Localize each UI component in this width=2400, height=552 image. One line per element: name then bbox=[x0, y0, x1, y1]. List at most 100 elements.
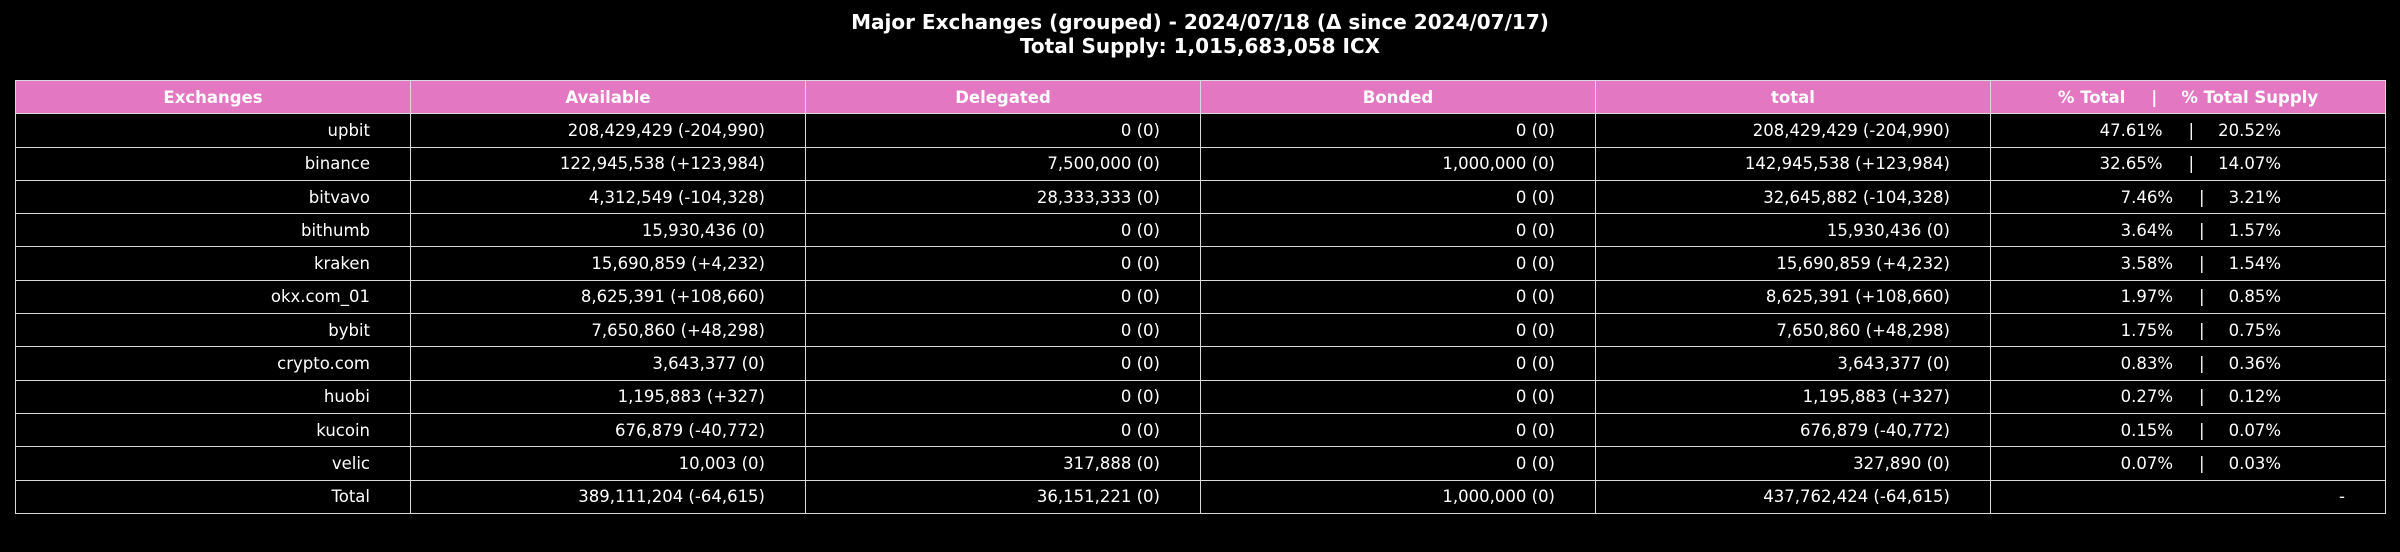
cell-delegated: 0 (0) bbox=[805, 412, 1201, 448]
cell-available: 676,879 (-40,772) bbox=[410, 412, 806, 448]
table-row: bitvavo 4,312,549 (-104,328) 28,333,333 (0… bbox=[15, 179, 2386, 215]
cell-total: 208,429,429 (-204,990) bbox=[1595, 113, 1991, 148]
cell-total: 32,645,882 (-104,328) bbox=[1595, 179, 1991, 215]
cell-pct-supply: 3.21% bbox=[2228, 187, 2281, 207]
cell-available: 122,945,538 (+123,984) bbox=[410, 146, 806, 181]
cell-exchange: bithumb bbox=[15, 213, 411, 248]
table-row: huobi 1,195,883 (+327) 0 (0) 0 (0) 1,195,883… bbox=[15, 379, 2386, 414]
chart-title-block: Major Exchanges (grouped) - 2024/07/18 (… bbox=[0, 10, 2400, 58]
cell-pct-supply: 0.75% bbox=[2228, 320, 2281, 340]
cell-pct-supply: 20.52% bbox=[2218, 120, 2281, 140]
cell-bonded: 0 (0) bbox=[1200, 346, 1596, 381]
cell-pct-total: 47.61% bbox=[2099, 120, 2163, 140]
cell-pct-supply: 14.07% bbox=[2218, 154, 2281, 174]
cell-percent: 0.15% | 0.07% bbox=[1990, 412, 2386, 448]
cell-total: 1,195,883 (+327) bbox=[1595, 379, 1991, 414]
total-total: 437,762,424 (-64,615) bbox=[1595, 479, 1991, 514]
cell-delegated: 7,500,000 (0) bbox=[805, 146, 1201, 181]
cell-percent: 0.27% | 0.12% bbox=[1990, 379, 2386, 414]
cell-exchange: crypto.com bbox=[15, 346, 411, 381]
table-row: okx.com_01 8,625,391 (+108,660) 0 (0) 0 (0)… bbox=[15, 279, 2386, 315]
cell-separator: | bbox=[2199, 220, 2205, 240]
cell-pct-total: 0.27% bbox=[2120, 387, 2174, 407]
cell-percent: 0.07% | 0.03% bbox=[1990, 446, 2386, 481]
cell-separator: | bbox=[2199, 420, 2205, 440]
cell-available: 4,312,549 (-104,328) bbox=[410, 179, 806, 215]
table-row: crypto.com 3,643,377 (0) 0 (0) 0 (0) 3,643,3… bbox=[15, 346, 2386, 381]
cell-percent: 1.75% | 0.75% bbox=[1990, 313, 2386, 348]
cell-exchange: okx.com_01 bbox=[15, 279, 411, 315]
cell-exchange: kucoin bbox=[15, 412, 411, 448]
cell-bonded: 0 (0) bbox=[1200, 179, 1596, 215]
cell-total: 3,643,377 (0) bbox=[1595, 346, 1991, 381]
table-row: bithumb 15,930,436 (0) 0 (0) 0 (0) 15,930,43… bbox=[15, 213, 2386, 248]
cell-separator: | bbox=[2199, 254, 2205, 274]
cell-separator: | bbox=[2199, 453, 2205, 473]
total-percent: - bbox=[1990, 479, 2386, 514]
cell-pct-supply: 1.57% bbox=[2228, 220, 2281, 240]
table-body: upbit 208,429,429 (-204,990) 0 (0) 0 (0) 208… bbox=[15, 113, 2386, 514]
cell-available: 208,429,429 (-204,990) bbox=[410, 113, 806, 148]
cell-total: 327,890 (0) bbox=[1595, 446, 1991, 481]
cell-delegated: 0 (0) bbox=[805, 346, 1201, 381]
cell-pct-supply: 0.36% bbox=[2228, 354, 2281, 374]
chart-title: Major Exchanges (grouped) - 2024/07/18 (… bbox=[851, 10, 1549, 34]
cell-delegated: 0 (0) bbox=[805, 213, 1201, 248]
cell-bonded: 0 (0) bbox=[1200, 446, 1596, 481]
cell-bonded: 0 (0) bbox=[1200, 246, 1596, 281]
total-available: 389,111,204 (-64,615) bbox=[410, 479, 806, 514]
table-total-row: Total 389,111,204 (-64,615) 36,151,221 (0)… bbox=[15, 479, 2386, 514]
header-separator: | bbox=[2151, 87, 2158, 107]
cell-available: 3,643,377 (0) bbox=[410, 346, 806, 381]
cell-separator: | bbox=[2199, 320, 2205, 340]
cell-pct-total: 1.75% bbox=[2120, 320, 2174, 340]
cell-bonded: 0 (0) bbox=[1200, 379, 1596, 414]
cell-available: 7,650,860 (+48,298) bbox=[410, 313, 806, 348]
cell-pct-supply: 0.07% bbox=[2228, 420, 2281, 440]
cell-total: 15,690,859 (+4,232) bbox=[1595, 246, 1991, 281]
total-bonded: 1,000,000 (0) bbox=[1200, 479, 1596, 514]
cell-bonded: 1,000,000 (0) bbox=[1200, 146, 1596, 181]
cell-percent: 3.58% | 1.54% bbox=[1990, 246, 2386, 281]
cell-exchange: bybit bbox=[15, 313, 411, 348]
cell-available: 15,690,859 (+4,232) bbox=[410, 246, 806, 281]
cell-available: 10,003 (0) bbox=[410, 446, 806, 481]
total-delegated: 36,151,221 (0) bbox=[805, 479, 1201, 514]
cell-separator: | bbox=[2199, 187, 2205, 207]
header-total: total bbox=[1595, 79, 1991, 115]
cell-percent: 7.46% | 3.21% bbox=[1990, 179, 2386, 215]
cell-separator: | bbox=[2199, 354, 2205, 374]
cell-available: 15,930,436 (0) bbox=[410, 213, 806, 248]
cell-percent: 32.65% | 14.07% bbox=[1990, 146, 2386, 181]
cell-total: 15,930,436 (0) bbox=[1595, 213, 1991, 248]
cell-bonded: 0 (0) bbox=[1200, 412, 1596, 448]
cell-available: 8,625,391 (+108,660) bbox=[410, 279, 806, 315]
table-row: velic 10,003 (0) 317,888 (0) 0 (0) 327,890 (… bbox=[15, 446, 2386, 481]
cell-pct-total: 0.15% bbox=[2120, 420, 2174, 440]
cell-delegated: 0 (0) bbox=[805, 313, 1201, 348]
cell-exchange: kraken bbox=[15, 246, 411, 281]
cell-percent: 1.97% | 0.85% bbox=[1990, 279, 2386, 315]
cell-percent: 47.61% | 20.52% bbox=[1990, 113, 2386, 148]
cell-exchange: velic bbox=[15, 446, 411, 481]
header-bonded: Bonded bbox=[1200, 79, 1596, 115]
table-row: kucoin 676,879 (-40,772) 0 (0) 0 (0) 676,879… bbox=[15, 412, 2386, 448]
cell-delegated: 0 (0) bbox=[805, 246, 1201, 281]
cell-exchange: bitvavo bbox=[15, 179, 411, 215]
cell-total: 8,625,391 (+108,660) bbox=[1595, 279, 1991, 315]
cell-percent: 3.64% | 1.57% bbox=[1990, 213, 2386, 248]
header-percent: % Total | % Total Supply bbox=[1990, 79, 2386, 115]
cell-pct-total: 7.46% bbox=[2120, 187, 2174, 207]
cell-pct-total: 32.65% bbox=[2099, 154, 2163, 174]
cell-pct-total: 3.64% bbox=[2120, 220, 2174, 240]
cell-delegated: 317,888 (0) bbox=[805, 446, 1201, 481]
cell-pct-supply: 0.12% bbox=[2228, 387, 2281, 407]
cell-pct-supply: 1.54% bbox=[2228, 254, 2281, 274]
cell-delegated: 28,333,333 (0) bbox=[805, 179, 1201, 215]
cell-percent: 0.83% | 0.36% bbox=[1990, 346, 2386, 381]
cell-total: 142,945,538 (+123,984) bbox=[1595, 146, 1991, 181]
cell-delegated: 0 (0) bbox=[805, 279, 1201, 315]
cell-separator: | bbox=[2188, 154, 2195, 174]
cell-exchange: huobi bbox=[15, 379, 411, 414]
header-pct-supply: % Total Supply bbox=[2181, 87, 2319, 107]
